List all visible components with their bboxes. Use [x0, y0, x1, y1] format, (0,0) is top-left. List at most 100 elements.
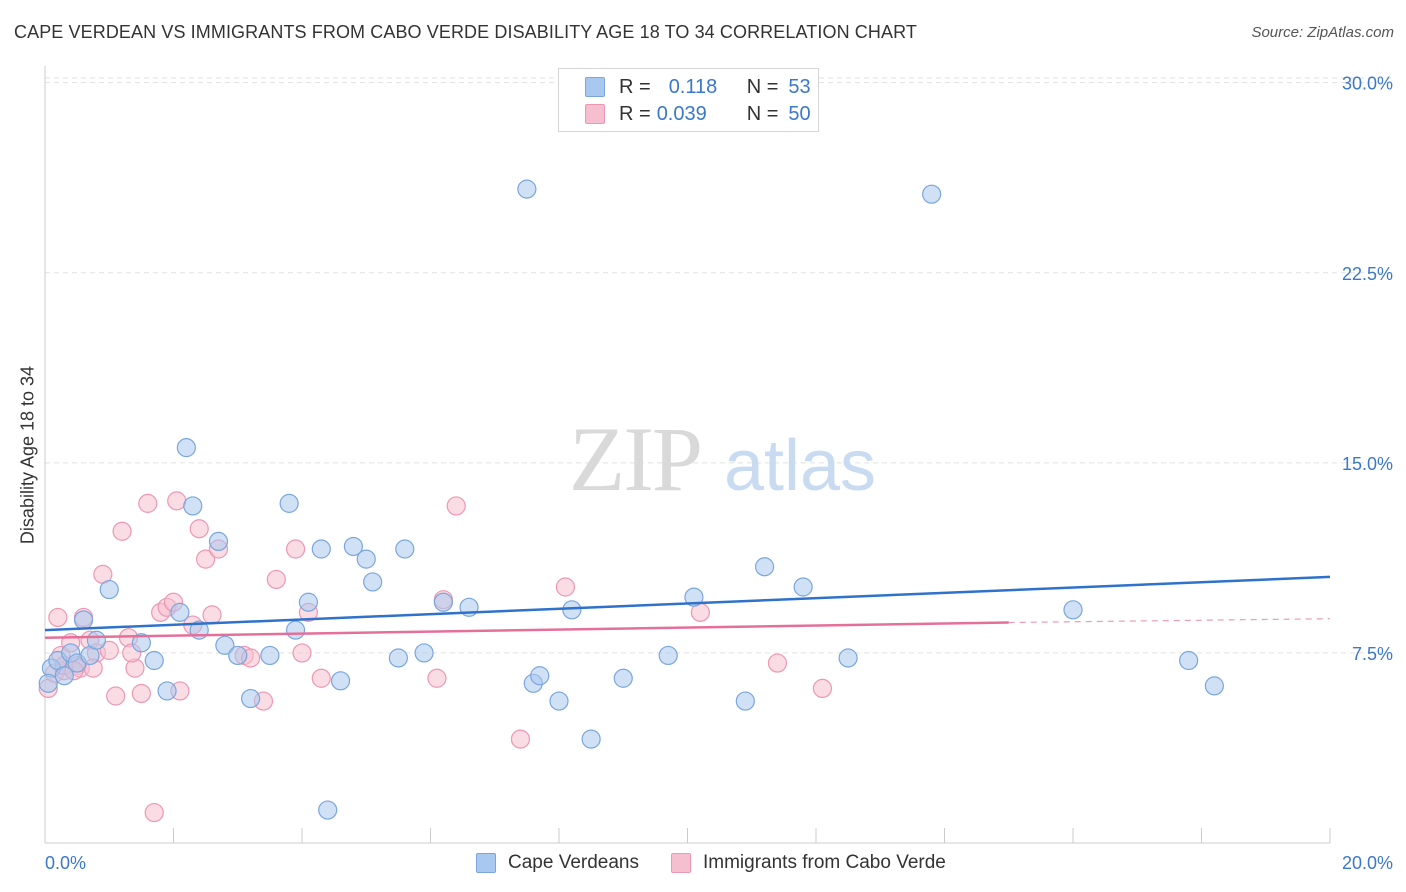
x-tick-label: 0.0% [45, 853, 86, 873]
data-point-cape-verdeans [176, 438, 196, 458]
data-point-cape-verdeans [215, 635, 235, 655]
data-point-cape-verdeans [754, 557, 775, 577]
trend-line-immigrants-extension [1008, 618, 1331, 624]
data-point-immigrants [446, 496, 466, 516]
data-point-cape-verdeans [298, 592, 319, 612]
data-point-cape-verdeans [363, 572, 383, 592]
data-point-cape-verdeans [73, 610, 94, 630]
data-point-cape-verdeans [562, 600, 582, 620]
data-point-immigrants [131, 683, 151, 704]
data-point-immigrants [767, 653, 788, 673]
data-point-cape-verdeans [433, 592, 453, 612]
data-point-cape-verdeans [613, 668, 633, 688]
data-point-immigrants [189, 519, 209, 539]
legend-n-label: N = [746, 75, 779, 98]
y-tick-label: 15.0% [1342, 454, 1393, 474]
data-point-immigrants [99, 640, 119, 660]
legend-swatch-pink [585, 104, 605, 124]
data-point-cape-verdeans [279, 493, 299, 513]
data-point-immigrants [311, 668, 331, 688]
y-tick-label: 7.5% [1352, 644, 1393, 664]
data-point-cape-verdeans [414, 643, 434, 663]
data-point-cape-verdeans [922, 184, 942, 204]
data-point-cape-verdeans [86, 630, 107, 650]
legend-swatch-blue [585, 77, 605, 97]
legend-item-cape-verdeans[interactable]: Cape Verdeans [476, 852, 639, 874]
data-point-cape-verdeans [838, 648, 858, 668]
data-point-immigrants [112, 521, 132, 541]
watermark-atlas: atlas [724, 426, 876, 506]
data-point-cape-verdeans [330, 671, 351, 691]
legend-row-immigrants: R = 0.039 N = 50 [585, 102, 811, 126]
y-tick-labels: 7.5% 15.0% 22.5% 30.0% [1342, 74, 1393, 664]
data-point-cape-verdeans [1179, 650, 1199, 671]
series-legend: Cape Verdeans Immigrants from Cabo Verde [476, 852, 978, 874]
data-point-cape-verdeans [793, 577, 813, 597]
series-cape-verdeans [38, 179, 1224, 820]
data-point-immigrants [812, 678, 833, 699]
chart-title: CAPE VERDEAN VS IMMIGRANTS FROM CABO VER… [14, 22, 917, 42]
data-point-cape-verdeans [99, 579, 119, 600]
legend-r-label: R = [619, 75, 651, 98]
data-point-cape-verdeans [1063, 600, 1083, 620]
y-tick-label: 22.5% [1342, 264, 1393, 284]
data-point-cape-verdeans [54, 666, 74, 686]
data-point-cape-verdeans [157, 681, 177, 701]
x-tick-labels: 0.0% 20.0% [45, 853, 1393, 873]
legend-n-value: 50 [788, 102, 811, 125]
data-point-cape-verdeans [131, 633, 151, 653]
data-point-cape-verdeans [388, 648, 408, 668]
data-point-immigrants [138, 493, 158, 513]
data-point-cape-verdeans [549, 691, 569, 711]
legend-r-value: 0.118 [668, 75, 718, 98]
data-point-cape-verdeans [530, 666, 550, 686]
data-point-immigrants [144, 802, 164, 823]
data-point-immigrants [555, 577, 576, 597]
data-point-cape-verdeans [183, 496, 203, 516]
legend-item-immigrants[interactable]: Immigrants from Cabo Verde [671, 852, 946, 874]
x-tick-label: 20.0% [1342, 853, 1393, 873]
data-point-cape-verdeans [658, 645, 678, 666]
data-point-cape-verdeans [343, 536, 363, 557]
data-point-cape-verdeans [38, 673, 58, 693]
data-point-immigrants [292, 643, 312, 663]
legend-swatch-pink [671, 853, 691, 873]
legend-r-label: R = [619, 102, 651, 125]
data-point-cape-verdeans [581, 729, 601, 749]
data-point-immigrants [266, 569, 286, 590]
data-point-cape-verdeans [395, 539, 415, 559]
data-point-cape-verdeans [684, 587, 704, 607]
gridlines [45, 77, 1392, 654]
data-point-immigrants [427, 668, 447, 688]
y-tick-label: 30.0% [1342, 74, 1393, 94]
trend-lines [44, 575, 1331, 639]
data-point-cape-verdeans [356, 549, 376, 569]
legend-r-value: 0.039 [656, 102, 707, 125]
data-point-immigrants [48, 607, 68, 628]
axes [44, 66, 1331, 844]
legend-n-label: N = [746, 102, 779, 125]
watermark-zip: ZIP [569, 408, 701, 510]
data-point-cape-verdeans [517, 179, 537, 199]
data-point-cape-verdeans [318, 800, 338, 820]
trend-line-immigrants [44, 621, 1009, 639]
y-axis-label: Disability Age 18 to 34 [17, 365, 38, 545]
data-point-immigrants [510, 729, 531, 749]
data-point-cape-verdeans [170, 602, 190, 622]
legend-row-cape-verdeans: R = 0.118 N = 53 [585, 75, 811, 99]
data-point-immigrants [202, 605, 222, 625]
data-point-immigrants [196, 549, 216, 569]
data-point-cape-verdeans [285, 620, 306, 640]
data-point-cape-verdeans [144, 650, 164, 671]
data-point-immigrants [285, 539, 306, 559]
data-point-cape-verdeans [241, 688, 261, 709]
data-point-cape-verdeans [1204, 676, 1224, 696]
source-credit: Source: ZipAtlas.com [1251, 24, 1394, 41]
legend-label: Cape Verdeans [508, 852, 639, 873]
data-point-cape-verdeans [735, 691, 755, 711]
data-point-cape-verdeans [311, 539, 331, 559]
legend-label: Immigrants from Cabo Verde [703, 852, 946, 873]
trend-line-cape-verdeans [44, 575, 1331, 632]
data-point-immigrants [106, 686, 126, 706]
